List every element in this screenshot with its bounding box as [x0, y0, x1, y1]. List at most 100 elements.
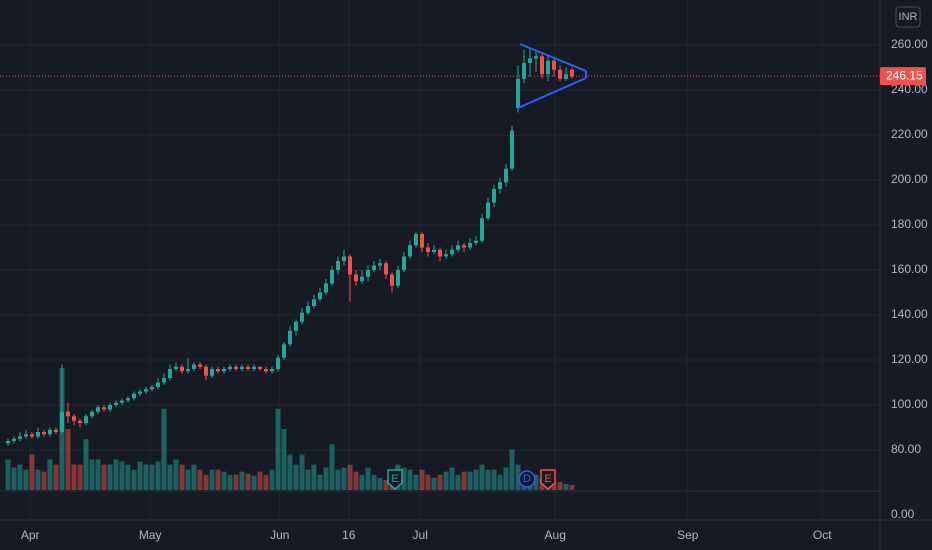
candle-body — [269, 369, 274, 372]
volume-bar — [197, 469, 203, 490]
volume-bar — [119, 461, 125, 490]
candle-body — [59, 411, 64, 433]
candle-body — [293, 321, 298, 331]
candle-body — [29, 434, 34, 437]
volume-bar — [299, 454, 305, 490]
candle-body — [275, 357, 280, 370]
y-tick-label: 220.00 — [891, 127, 928, 141]
candle-body — [564, 74, 569, 79]
candle-body — [101, 407, 106, 410]
candle-body — [510, 130, 515, 169]
candle-body — [347, 256, 352, 275]
candle-body — [281, 344, 286, 358]
volume-bar — [17, 464, 23, 490]
volume-bar — [311, 464, 317, 490]
volume-bar — [143, 464, 149, 490]
candle-body — [359, 276, 364, 282]
volume-bar — [263, 474, 269, 490]
volume-bar — [35, 469, 41, 490]
volume-bar — [323, 467, 329, 490]
y-tick-label: 240.00 — [891, 82, 928, 96]
grid — [0, 0, 880, 520]
x-tick-label: Oct — [813, 528, 832, 542]
candle-body — [149, 387, 154, 390]
volume-bar — [443, 471, 449, 490]
y-tick-label: 200.00 — [891, 172, 928, 186]
candle-body — [486, 202, 491, 219]
volume-bar — [95, 459, 101, 490]
volume-bar — [497, 474, 503, 490]
candle-body — [389, 274, 394, 286]
candle-body — [251, 366, 256, 370]
volume-bar — [569, 484, 575, 490]
volume-bar — [41, 471, 47, 490]
candle-body — [125, 398, 130, 401]
volume-bar — [89, 459, 95, 490]
last-price-label: 246.15 — [886, 68, 923, 82]
candle-body — [456, 245, 461, 250]
candle-body — [474, 240, 479, 244]
candle-body — [383, 263, 388, 275]
volume-bar — [359, 474, 365, 490]
volume-bar — [239, 471, 245, 490]
candle-body — [311, 299, 316, 307]
volume-bar — [233, 474, 239, 490]
pattern-line — [517, 77, 587, 109]
candle-body — [299, 312, 304, 322]
candle-body — [528, 58, 533, 64]
y-tick-label: 180.00 — [891, 217, 928, 231]
candle-body — [53, 429, 58, 433]
volume-bar — [173, 459, 179, 490]
volume-bar — [287, 454, 293, 490]
candle-body — [450, 249, 455, 255]
volume-bar — [257, 471, 263, 490]
volume-bar — [407, 469, 413, 490]
candle-body — [137, 391, 142, 394]
volume-bar — [473, 469, 479, 490]
candle-body — [468, 243, 473, 248]
volume-bar — [185, 469, 191, 490]
candle-body — [113, 402, 118, 406]
volume-bar — [29, 454, 35, 490]
volume-bar — [245, 473, 251, 490]
volume-bar — [107, 464, 113, 490]
volume-bar — [515, 464, 521, 490]
candle-body — [371, 265, 376, 271]
candle-body — [23, 434, 28, 437]
volume-bar — [419, 469, 425, 490]
currency-box[interactable] — [895, 6, 921, 28]
volume-bar — [449, 467, 455, 490]
triangle-pattern — [517, 43, 587, 109]
candle-body — [227, 366, 232, 370]
candle-body — [239, 366, 244, 370]
candle-body — [257, 366, 262, 370]
volume-bar — [113, 459, 119, 490]
candle-body — [407, 245, 412, 257]
y-tick-label: 260.00 — [891, 37, 928, 51]
candle-body — [552, 60, 557, 70]
candle-body — [395, 270, 400, 286]
candle-body — [335, 261, 340, 271]
x-tick-label: Jun — [270, 528, 289, 542]
candle-body — [47, 429, 52, 435]
volume-bar — [563, 483, 569, 490]
volume-bar — [533, 474, 539, 490]
volume-bar — [101, 464, 107, 490]
candle-body — [173, 366, 178, 370]
volume-bar — [23, 469, 29, 490]
candle-body — [444, 254, 449, 257]
candle-body — [329, 270, 334, 284]
volume-bar — [455, 474, 461, 490]
y2-tick-label: 0.00 — [891, 507, 915, 521]
event-marker — [540, 469, 556, 490]
candle-body — [233, 366, 238, 370]
candle-body — [203, 366, 208, 376]
candle-body — [317, 292, 322, 300]
event-marker — [518, 470, 536, 488]
candle-body — [492, 189, 497, 203]
volume-bar — [77, 464, 83, 490]
volume-bar — [329, 444, 335, 490]
candle-body — [498, 182, 503, 190]
